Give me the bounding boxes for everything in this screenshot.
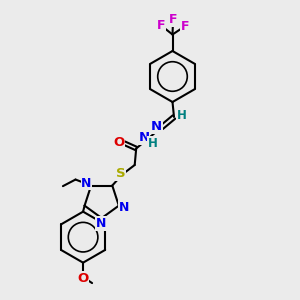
Text: F: F bbox=[157, 19, 165, 32]
Text: N: N bbox=[81, 177, 92, 190]
Text: H: H bbox=[177, 109, 186, 122]
Text: N: N bbox=[151, 120, 162, 134]
Text: O: O bbox=[77, 272, 89, 285]
Text: H: H bbox=[148, 137, 158, 150]
Text: F: F bbox=[169, 13, 177, 26]
Text: S: S bbox=[116, 167, 126, 180]
Text: N: N bbox=[138, 131, 150, 144]
Text: N: N bbox=[118, 201, 129, 214]
Text: O: O bbox=[113, 136, 125, 149]
Text: N: N bbox=[96, 217, 106, 230]
Text: F: F bbox=[181, 20, 189, 33]
